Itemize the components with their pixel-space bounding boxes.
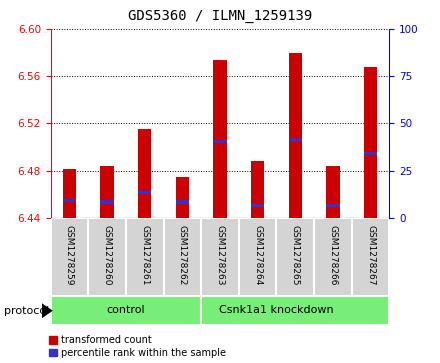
Bar (364, 67, 377, 218)
Bar (51, 296, 201, 325)
Text: GSM1278263: GSM1278263 (216, 225, 224, 286)
Bar (289, 53, 302, 218)
Bar (251, 204, 264, 207)
Text: GDS5360 / ILMN_1259139: GDS5360 / ILMN_1259139 (128, 9, 312, 23)
Bar (213, 140, 227, 143)
Bar (276, 218, 314, 296)
Text: GSM1278261: GSM1278261 (140, 225, 149, 286)
Bar (251, 161, 264, 218)
Bar (100, 166, 114, 218)
Bar (176, 200, 189, 204)
Bar (176, 176, 189, 218)
Legend: transformed count, percentile rank within the sample: transformed count, percentile rank withi… (49, 335, 226, 358)
Bar (289, 138, 302, 141)
Bar (213, 60, 227, 218)
Text: GSM1278260: GSM1278260 (103, 225, 112, 286)
Bar (239, 218, 276, 296)
Text: GSM1278259: GSM1278259 (65, 225, 74, 286)
Bar (63, 170, 76, 218)
Bar (314, 218, 352, 296)
Text: GSM1278262: GSM1278262 (178, 225, 187, 285)
Bar (100, 200, 114, 204)
Bar (126, 218, 164, 296)
Text: protocol: protocol (4, 306, 50, 316)
Bar (326, 166, 340, 218)
Text: Csnk1a1 knockdown: Csnk1a1 knockdown (219, 305, 334, 315)
Text: GSM1278267: GSM1278267 (366, 225, 375, 286)
Bar (138, 129, 151, 218)
Bar (88, 218, 126, 296)
Bar (164, 218, 201, 296)
Text: GSM1278264: GSM1278264 (253, 225, 262, 285)
Text: GSM1278265: GSM1278265 (291, 225, 300, 286)
Text: GSM1278266: GSM1278266 (328, 225, 337, 286)
Bar (201, 296, 389, 325)
Bar (352, 218, 389, 296)
Bar (63, 199, 76, 203)
Text: control: control (106, 305, 145, 315)
Polygon shape (42, 303, 53, 318)
Bar (364, 152, 377, 155)
Bar (138, 191, 151, 194)
Bar (326, 204, 340, 207)
Bar (51, 218, 88, 296)
Bar (201, 218, 239, 296)
